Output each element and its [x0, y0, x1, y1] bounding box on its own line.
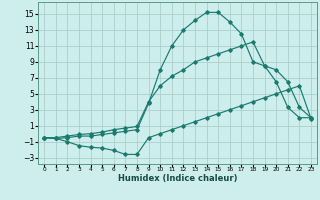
X-axis label: Humidex (Indice chaleur): Humidex (Indice chaleur)	[118, 174, 237, 183]
